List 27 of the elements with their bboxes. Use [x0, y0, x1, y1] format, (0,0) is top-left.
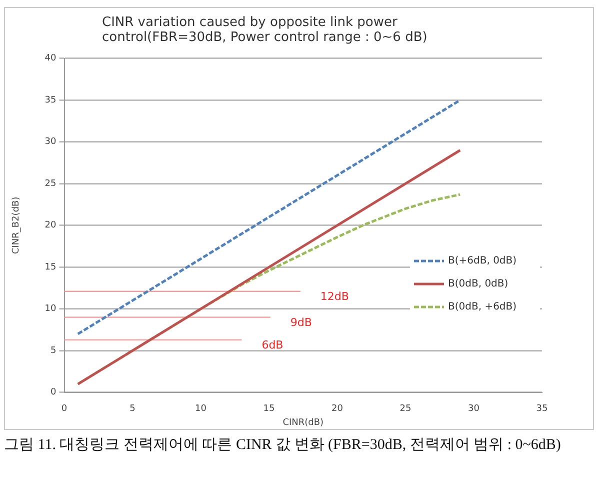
chart-title: CINR variation caused by opposite link power control(FBR=30dB, Power control range : 0~6 dB) — [102, 15, 428, 45]
x-tick-label: 10 — [195, 404, 207, 414]
y-tick-label: 35 — [44, 95, 56, 106]
y-tick-label: 5 — [50, 346, 56, 356]
legend-label: B(0dB, 0dB) — [448, 278, 508, 290]
x-tick-label: 30 — [468, 404, 480, 414]
y-tick-label: 25 — [44, 178, 56, 189]
x-tick-label: 25 — [400, 404, 412, 414]
x-tick-label: 35 — [536, 404, 548, 414]
annotation: 12dB — [320, 290, 349, 304]
x-tick-label: 20 — [332, 404, 344, 414]
y-tick-label: 0 — [50, 388, 57, 398]
y-tick-label: 15 — [44, 262, 56, 272]
x-tick-label: 15 — [263, 404, 275, 414]
x-axis-title: CINR(dB) — [282, 418, 324, 428]
x-tick-label: 5 — [130, 404, 136, 414]
annotation: 9dB — [290, 316, 312, 330]
x-tick-label: 0 — [61, 404, 68, 414]
y-tick-label: 10 — [44, 304, 57, 314]
legend-label: B(+6dB, 0dB) — [448, 256, 517, 267]
legend-label: B(0dB, +6dB) — [448, 302, 517, 313]
caption: 그림 11. 대칭링크 전력제어에 따른 CINR 값 변화 (FBR=30dB, 전력제어 범위 : 0~6dB) — [4, 436, 562, 455]
y-tick-label: 30 — [44, 137, 57, 148]
annotation: 6dB — [262, 338, 284, 352]
y-axis-title: CINR_B2(dB) — [12, 196, 22, 254]
y-tick-label: 20 — [44, 220, 57, 231]
y-tick-label: 40 — [44, 54, 57, 64]
